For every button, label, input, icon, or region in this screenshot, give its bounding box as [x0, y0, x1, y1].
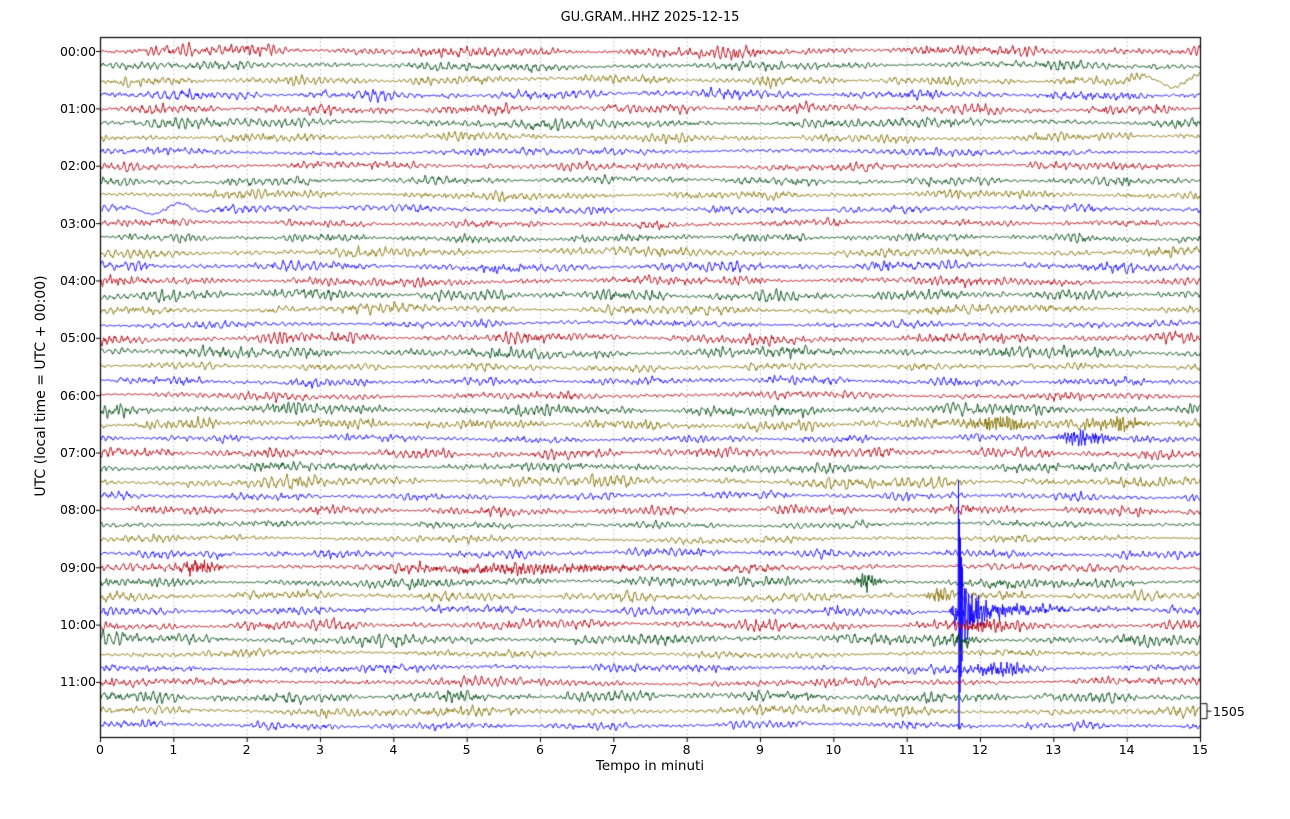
x-tick-label: 2 — [242, 742, 251, 757]
x-tick-label: 15 — [1192, 742, 1208, 757]
chart-title: GU.GRAM..HHZ 2025-12-15 — [560, 10, 740, 25]
x-tick-label: 5 — [462, 742, 471, 757]
x-tick-label: 4 — [389, 742, 398, 757]
x-tick-label: 3 — [316, 742, 324, 757]
hour-tick-label: 08:00 — [59, 502, 96, 518]
hour-tick-label: 04:00 — [59, 272, 96, 288]
hour-tick-label: 10:00 — [59, 617, 96, 633]
x-tick-label: 10 — [825, 742, 842, 757]
x-tick-label: 13 — [1045, 742, 1062, 757]
scale-bar-label: 1505 — [1213, 704, 1245, 719]
hour-tick-label: 01:00 — [59, 100, 96, 116]
hour-tick-label: 02:00 — [59, 158, 96, 174]
x-tick-label: 1 — [169, 742, 178, 757]
hour-tick-label: 00:00 — [59, 43, 96, 59]
x-axis-label: Tempo in minuti — [595, 758, 705, 774]
x-tick-label: 0 — [96, 742, 104, 757]
hour-tick-label: 03:00 — [59, 215, 96, 231]
hour-tick-label: 06:00 — [59, 387, 96, 403]
x-tick-label: 12 — [972, 742, 988, 757]
hour-tick-label: 05:00 — [59, 330, 96, 346]
x-tick-label: 9 — [756, 742, 764, 757]
x-tick-label: 7 — [609, 742, 618, 757]
hour-tick-label: 07:00 — [59, 445, 96, 461]
hour-tick-label: 09:00 — [59, 559, 96, 575]
x-tick-label: 11 — [898, 742, 915, 757]
y-axis-label: UTC (local time = UTC + 00:00) — [33, 275, 49, 497]
x-tick-label: 14 — [1118, 742, 1135, 757]
hour-tick-label: 11:00 — [59, 674, 96, 690]
x-tick-label: 6 — [536, 742, 544, 757]
x-tick-label: 8 — [682, 742, 691, 757]
